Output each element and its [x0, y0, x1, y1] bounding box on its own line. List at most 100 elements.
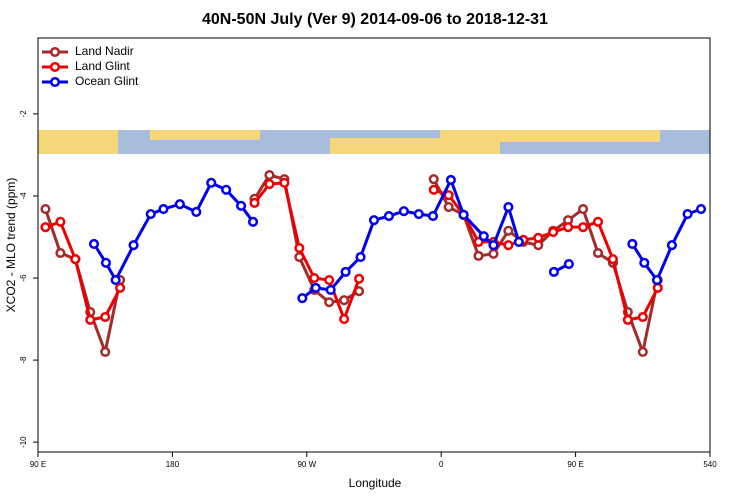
- point: [221, 184, 232, 195]
- point: [503, 201, 514, 213]
- point: [473, 236, 484, 247]
- point: [458, 209, 469, 220]
- point: [174, 199, 185, 210]
- point: [355, 252, 366, 263]
- point: [548, 266, 559, 277]
- point: [478, 231, 489, 242]
- point: [607, 254, 618, 265]
- point: [339, 295, 350, 306]
- point: [563, 222, 574, 233]
- x-tick-label: 0: [439, 460, 444, 469]
- legend-label: Ocean Glint: [75, 74, 139, 88]
- legend-marker: [49, 61, 61, 73]
- point: [55, 216, 66, 227]
- point: [206, 177, 217, 188]
- point: [324, 275, 335, 286]
- point: [55, 247, 66, 259]
- plot-frame: [37, 37, 711, 453]
- point: [548, 227, 559, 238]
- point: [503, 240, 514, 251]
- point: [637, 311, 648, 323]
- point: [398, 206, 409, 217]
- point: [682, 208, 693, 220]
- line: [92, 176, 702, 300]
- point: [100, 257, 111, 268]
- line: [44, 181, 660, 324]
- x-tick-label: 180: [166, 460, 180, 469]
- legend-marker: [49, 76, 61, 88]
- point: [279, 177, 290, 188]
- point: [413, 208, 424, 220]
- point: [513, 236, 524, 247]
- point: [309, 272, 320, 284]
- point: [428, 184, 439, 195]
- point: [88, 238, 100, 250]
- point: [473, 250, 484, 261]
- point: [445, 174, 456, 186]
- point: [639, 257, 650, 268]
- point: [592, 247, 604, 259]
- y-tick-label: -2: [19, 110, 28, 118]
- point: [578, 204, 589, 215]
- point: [443, 201, 454, 213]
- point: [40, 204, 51, 215]
- point: [622, 314, 633, 325]
- point: [128, 240, 139, 251]
- y-tick-label: -4: [19, 192, 28, 200]
- point: [70, 254, 81, 265]
- point: [488, 248, 499, 259]
- point: [85, 314, 96, 325]
- x-tick-label: 90 E: [30, 460, 46, 469]
- chart-title: 40N-50N July (Ver 9) 2014-09-06 to 2018-…: [202, 11, 548, 28]
- point: [563, 259, 574, 270]
- point: [325, 284, 336, 295]
- point: [297, 293, 308, 304]
- point: [383, 211, 394, 222]
- point: [578, 222, 589, 233]
- point: [191, 206, 202, 218]
- point: [100, 346, 111, 357]
- point: [339, 314, 350, 325]
- y-tick-label: -8: [19, 356, 28, 364]
- point: [247, 216, 259, 227]
- point: [249, 197, 260, 208]
- point: [115, 282, 126, 293]
- point: [592, 216, 604, 227]
- point: [651, 275, 663, 286]
- legend-marker: [49, 46, 61, 58]
- point: [310, 282, 321, 293]
- point: [368, 215, 380, 226]
- point: [236, 200, 247, 211]
- point: [533, 232, 544, 243]
- point: [652, 282, 663, 293]
- point: [666, 240, 677, 251]
- point: [488, 240, 499, 251]
- point: [503, 225, 514, 236]
- x-axis-label: Longitude: [349, 476, 402, 490]
- point: [340, 266, 351, 277]
- point: [427, 211, 439, 222]
- legend-label: Land Glint: [75, 59, 130, 73]
- point: [294, 243, 305, 254]
- point: [264, 179, 275, 190]
- y-tick-label: -6: [19, 274, 28, 282]
- point: [354, 273, 365, 284]
- x-tick-label: 90 E: [567, 460, 583, 469]
- x-tick-label: 540: [703, 460, 717, 469]
- point: [428, 174, 439, 185]
- map-band: [38, 130, 710, 154]
- point: [637, 346, 648, 357]
- x-tick-label: 90 W: [297, 460, 316, 469]
- point: [264, 169, 275, 181]
- point: [40, 222, 51, 233]
- point: [695, 204, 707, 215]
- y-tick-label: -10: [19, 436, 28, 448]
- legend-label: Land Nadir: [75, 44, 134, 58]
- point: [145, 208, 156, 220]
- point: [324, 297, 335, 308]
- point: [627, 238, 638, 250]
- point: [100, 311, 111, 323]
- point: [158, 204, 169, 215]
- y-axis-label: XCO2 - MLO trend (ppm): [4, 178, 18, 313]
